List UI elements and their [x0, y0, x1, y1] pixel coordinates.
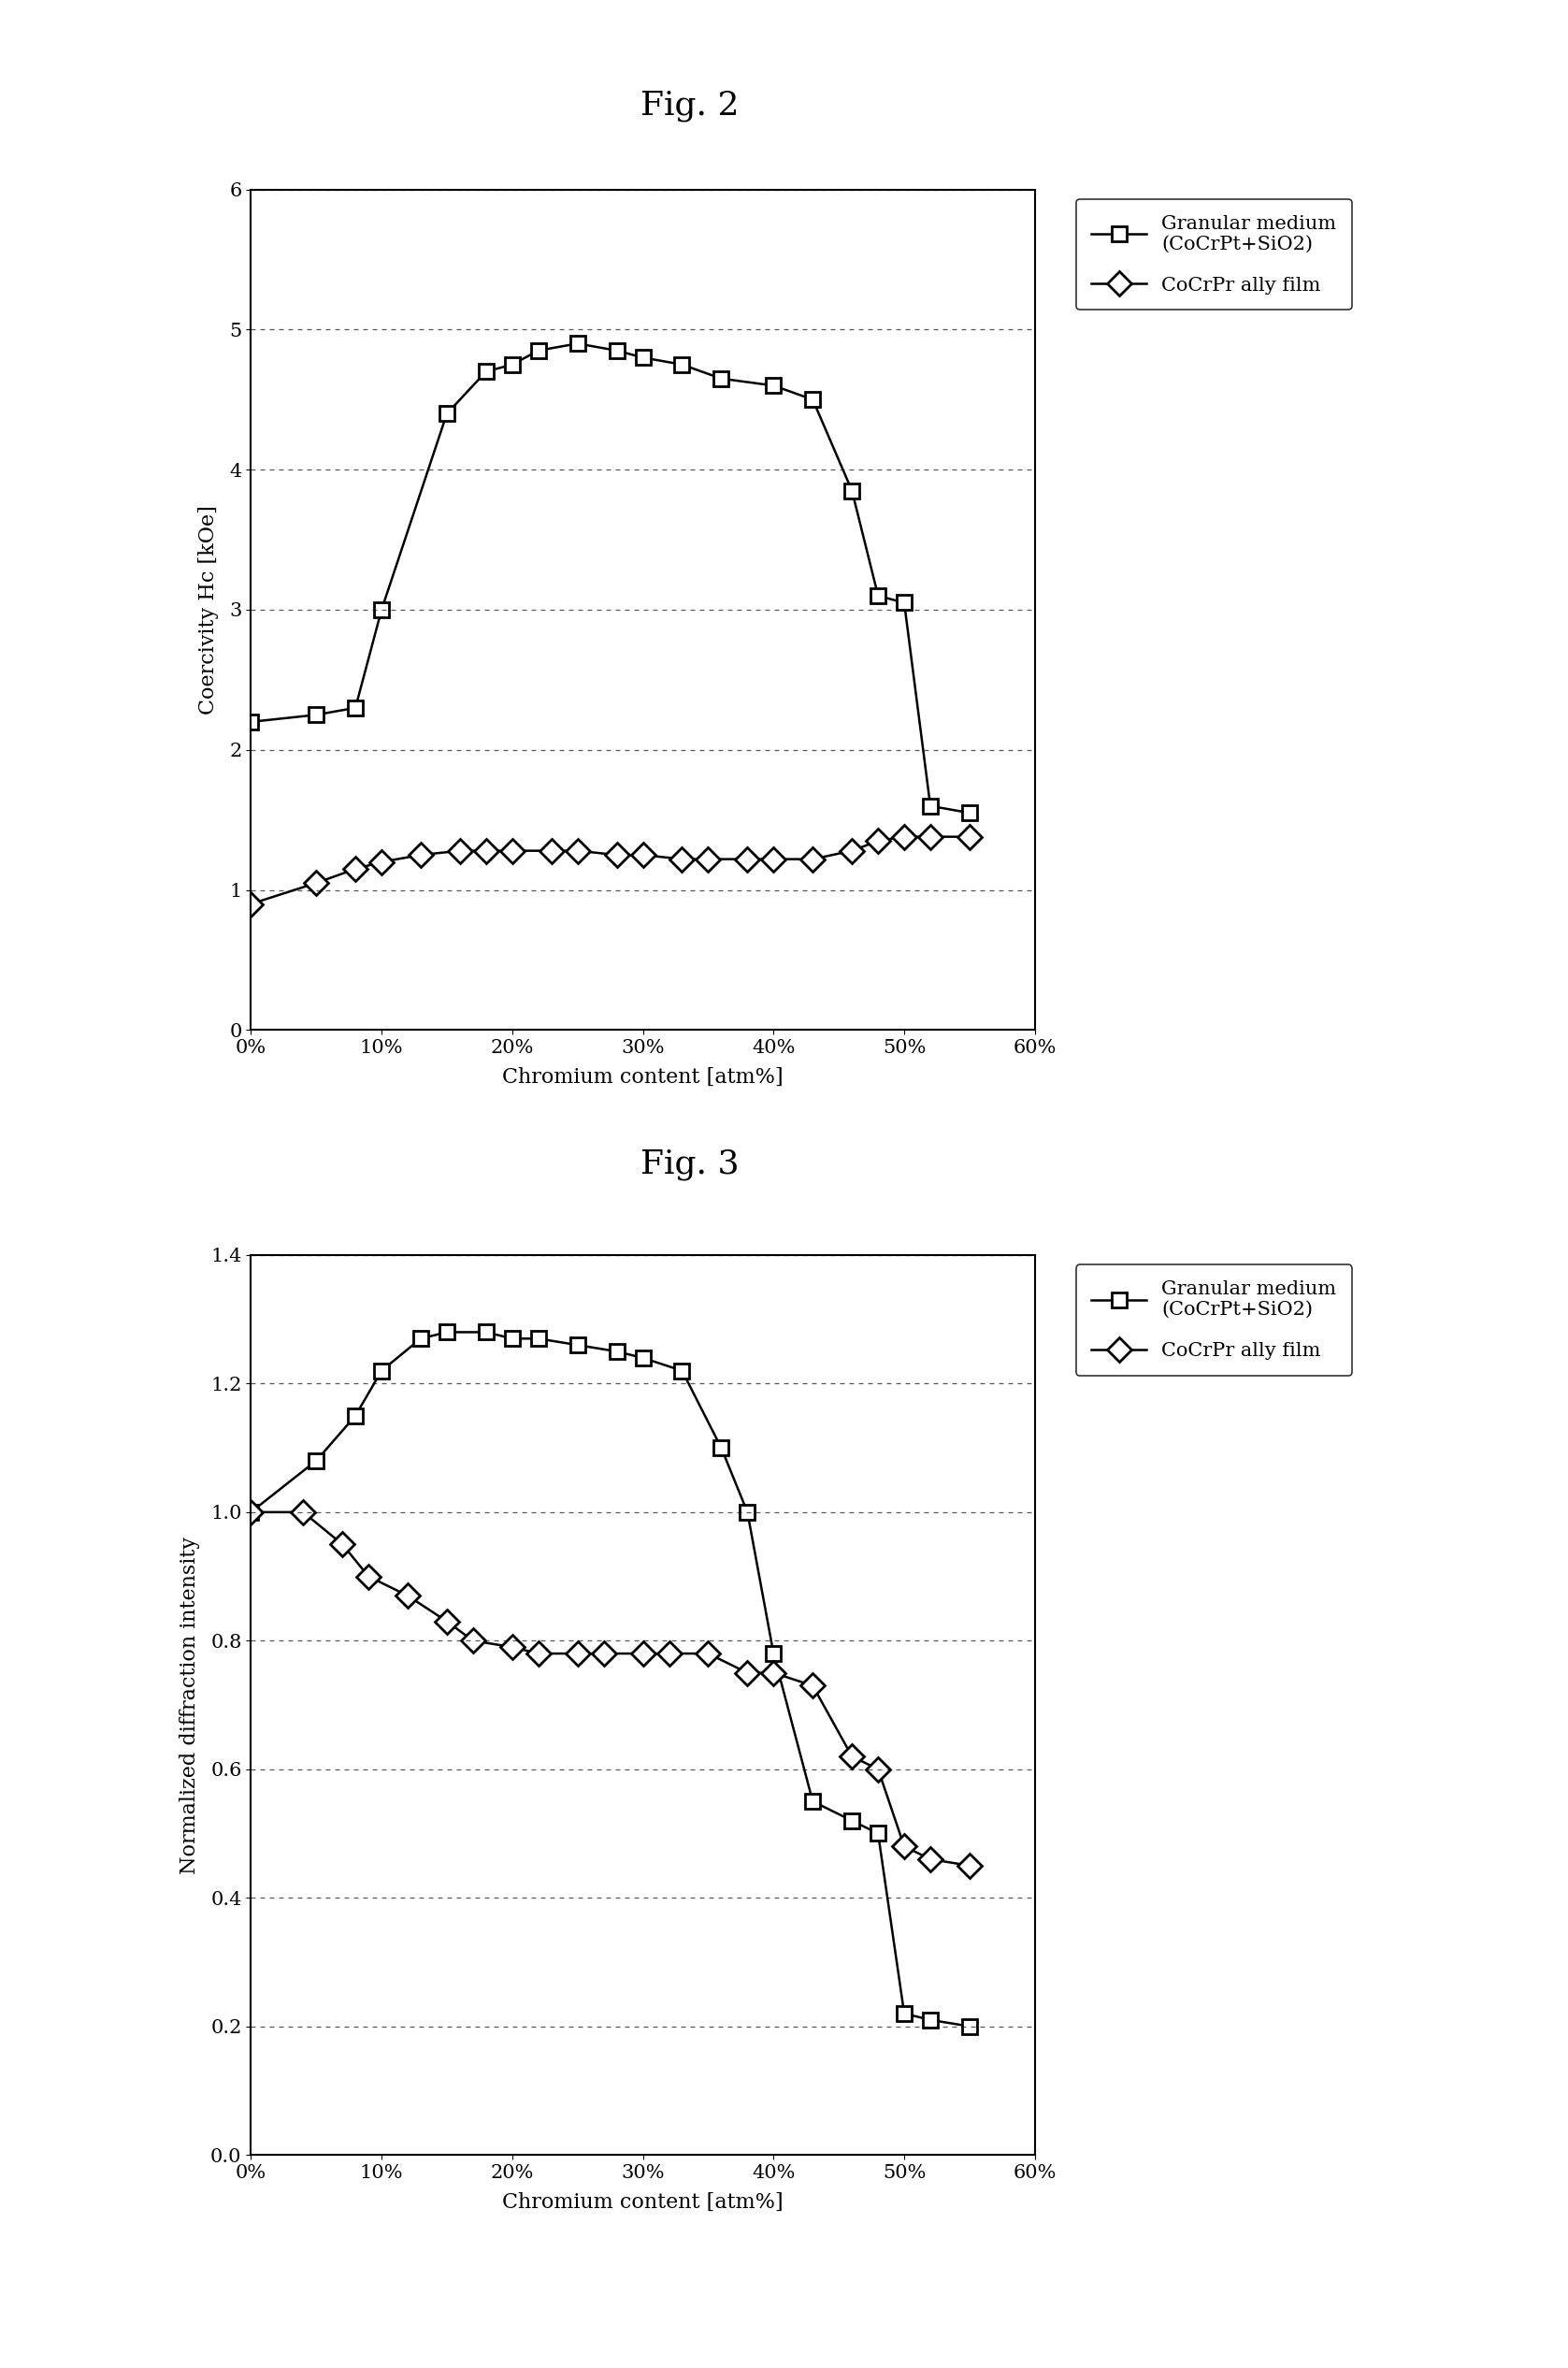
- CoCrPr ally film: [869, 1755, 887, 1783]
- CoCrPr ally film: [293, 1499, 312, 1527]
- CoCrPr ally film: [739, 845, 757, 874]
- CoCrPr ally film: [803, 845, 822, 874]
- CoCrPr ally film: [764, 845, 782, 874]
- CoCrPr ally film: [803, 1672, 822, 1700]
- CoCrPr ally film: [464, 1627, 483, 1655]
- CoCrPr ally film: [607, 841, 626, 869]
- Granular medium
(CoCrPt+SiO2): [633, 343, 652, 372]
- CoCrPr ally film: [503, 1634, 522, 1662]
- CoCrPr ally film: [895, 822, 914, 850]
- Granular medium
(CoCrPt+SiO2): [477, 1319, 495, 1347]
- CoCrPr ally film: [307, 869, 326, 897]
- Granular medium
(CoCrPt+SiO2): [920, 791, 939, 819]
- Granular medium
(CoCrPt+SiO2): [673, 350, 691, 379]
- Granular medium
(CoCrPt+SiO2): [241, 708, 260, 736]
- CoCrPr ally film: [359, 1563, 378, 1591]
- Line: Granular medium
(CoCrPt+SiO2): Granular medium (CoCrPt+SiO2): [243, 336, 977, 819]
- Granular medium
(CoCrPt+SiO2): [477, 358, 495, 386]
- Granular medium
(CoCrPt+SiO2): [739, 1499, 757, 1527]
- Granular medium
(CoCrPt+SiO2): [503, 1324, 522, 1352]
- X-axis label: Chromium content [atm%]: Chromium content [atm%]: [502, 1068, 784, 1087]
- Line: CoCrPr ally film: CoCrPr ally film: [243, 1504, 978, 1873]
- Line: Granular medium
(CoCrPt+SiO2): Granular medium (CoCrPt+SiO2): [243, 1326, 977, 2034]
- Granular medium
(CoCrPt+SiO2): [842, 476, 861, 504]
- CoCrPr ally film: [960, 822, 978, 850]
- CoCrPr ally film: [528, 1639, 547, 1667]
- CoCrPr ally film: [869, 826, 887, 855]
- Granular medium
(CoCrPt+SiO2): [803, 386, 822, 414]
- CoCrPr ally film: [673, 845, 691, 874]
- Y-axis label: Normalized diffraction intensity: Normalized diffraction intensity: [179, 1537, 201, 1873]
- Granular medium
(CoCrPt+SiO2): [842, 1807, 861, 1835]
- CoCrPr ally film: [568, 836, 586, 864]
- Granular medium
(CoCrPt+SiO2): [568, 1331, 586, 1359]
- Granular medium
(CoCrPt+SiO2): [803, 1788, 822, 1816]
- CoCrPr ally film: [568, 1639, 586, 1667]
- CoCrPr ally film: [895, 1833, 914, 1861]
- Granular medium
(CoCrPt+SiO2): [764, 372, 782, 400]
- CoCrPr ally film: [739, 1658, 757, 1686]
- Granular medium
(CoCrPt+SiO2): [568, 329, 586, 358]
- Granular medium
(CoCrPt+SiO2): [960, 2013, 978, 2041]
- CoCrPr ally film: [960, 1852, 978, 1880]
- CoCrPr ally film: [477, 836, 495, 864]
- CoCrPr ally film: [633, 841, 652, 869]
- Text: Fig. 2: Fig. 2: [641, 90, 739, 121]
- CoCrPr ally film: [633, 1639, 652, 1667]
- Granular medium
(CoCrPt+SiO2): [895, 1999, 914, 2027]
- X-axis label: Chromium content [atm%]: Chromium content [atm%]: [502, 2193, 784, 2212]
- Granular medium
(CoCrPt+SiO2): [372, 597, 390, 625]
- Granular medium
(CoCrPt+SiO2): [437, 1319, 456, 1347]
- Granular medium
(CoCrPt+SiO2): [633, 1343, 652, 1371]
- Granular medium
(CoCrPt+SiO2): [411, 1324, 430, 1352]
- Granular medium
(CoCrPt+SiO2): [712, 365, 731, 393]
- CoCrPr ally film: [450, 836, 469, 864]
- CoCrPr ally film: [411, 841, 430, 869]
- CoCrPr ally film: [347, 855, 365, 883]
- Granular medium
(CoCrPt+SiO2): [307, 701, 326, 729]
- CoCrPr ally film: [372, 848, 390, 876]
- Granular medium
(CoCrPt+SiO2): [372, 1357, 390, 1385]
- CoCrPr ally film: [332, 1530, 351, 1558]
- Granular medium
(CoCrPt+SiO2): [764, 1639, 782, 1667]
- CoCrPr ally film: [543, 836, 561, 864]
- Granular medium
(CoCrPt+SiO2): [712, 1433, 731, 1461]
- CoCrPr ally film: [842, 1743, 861, 1771]
- Text: Fig. 3: Fig. 3: [641, 1148, 739, 1179]
- Granular medium
(CoCrPt+SiO2): [869, 583, 887, 611]
- Granular medium
(CoCrPt+SiO2): [869, 1819, 887, 1847]
- Granular medium
(CoCrPt+SiO2): [528, 336, 547, 365]
- Granular medium
(CoCrPt+SiO2): [895, 590, 914, 618]
- CoCrPr ally film: [437, 1608, 456, 1636]
- CoCrPr ally film: [699, 1639, 718, 1667]
- Granular medium
(CoCrPt+SiO2): [503, 350, 522, 379]
- Granular medium
(CoCrPt+SiO2): [607, 336, 626, 365]
- CoCrPr ally film: [241, 890, 260, 919]
- Legend: Granular medium
(CoCrPt+SiO2), CoCrPr ally film: Granular medium (CoCrPt+SiO2), CoCrPr al…: [1076, 1265, 1352, 1376]
- Line: CoCrPr ally film: CoCrPr ally film: [243, 829, 978, 912]
- CoCrPr ally film: [764, 1658, 782, 1686]
- Legend: Granular medium
(CoCrPt+SiO2), CoCrPr ally film: Granular medium (CoCrPt+SiO2), CoCrPr al…: [1076, 199, 1352, 310]
- CoCrPr ally film: [503, 836, 522, 864]
- CoCrPr ally film: [241, 1499, 260, 1527]
- CoCrPr ally film: [594, 1639, 613, 1667]
- CoCrPr ally film: [842, 836, 861, 864]
- Y-axis label: Coercivity Hc [kOe]: Coercivity Hc [kOe]: [198, 504, 220, 715]
- CoCrPr ally film: [660, 1639, 679, 1667]
- Granular medium
(CoCrPt+SiO2): [347, 694, 365, 722]
- CoCrPr ally film: [398, 1582, 417, 1610]
- Granular medium
(CoCrPt+SiO2): [673, 1357, 691, 1385]
- Granular medium
(CoCrPt+SiO2): [241, 1499, 260, 1527]
- Granular medium
(CoCrPt+SiO2): [920, 2006, 939, 2034]
- CoCrPr ally film: [920, 822, 939, 850]
- CoCrPr ally film: [920, 1845, 939, 1873]
- Granular medium
(CoCrPt+SiO2): [347, 1402, 365, 1430]
- Granular medium
(CoCrPt+SiO2): [437, 400, 456, 429]
- Granular medium
(CoCrPt+SiO2): [607, 1338, 626, 1366]
- Granular medium
(CoCrPt+SiO2): [528, 1324, 547, 1352]
- CoCrPr ally film: [699, 845, 718, 874]
- Granular medium
(CoCrPt+SiO2): [960, 798, 978, 826]
- Granular medium
(CoCrPt+SiO2): [307, 1447, 326, 1475]
